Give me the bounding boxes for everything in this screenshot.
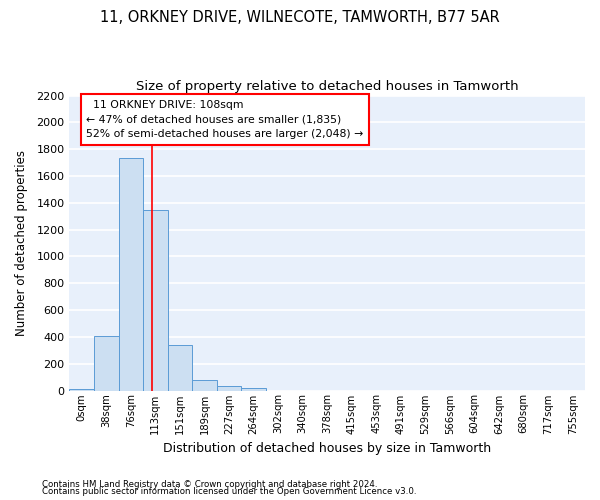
Bar — [217, 386, 241, 390]
Bar — [167, 345, 192, 391]
Bar — [70, 388, 94, 390]
Text: Contains public sector information licensed under the Open Government Licence v3: Contains public sector information licen… — [42, 487, 416, 496]
Title: Size of property relative to detached houses in Tamworth: Size of property relative to detached ho… — [136, 80, 518, 93]
X-axis label: Distribution of detached houses by size in Tamworth: Distribution of detached houses by size … — [163, 442, 491, 455]
Bar — [241, 388, 266, 390]
Bar — [143, 210, 167, 390]
Bar — [94, 336, 119, 390]
Y-axis label: Number of detached properties: Number of detached properties — [15, 150, 28, 336]
Bar — [192, 380, 217, 390]
Text: 11, ORKNEY DRIVE, WILNECOTE, TAMWORTH, B77 5AR: 11, ORKNEY DRIVE, WILNECOTE, TAMWORTH, B… — [100, 10, 500, 25]
Text: Contains HM Land Registry data © Crown copyright and database right 2024.: Contains HM Land Registry data © Crown c… — [42, 480, 377, 489]
Bar — [119, 158, 143, 390]
Text: 11 ORKNEY DRIVE: 108sqm
← 47% of detached houses are smaller (1,835)
52% of semi: 11 ORKNEY DRIVE: 108sqm ← 47% of detache… — [86, 100, 364, 139]
